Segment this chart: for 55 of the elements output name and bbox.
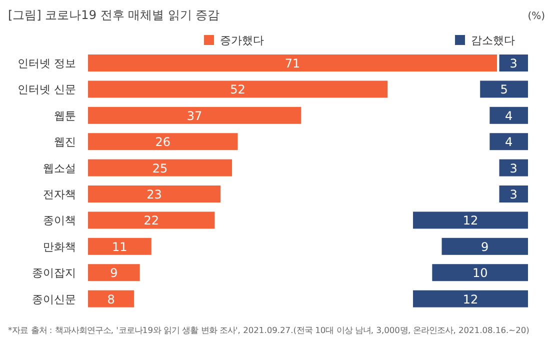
data-label: 5 — [500, 82, 508, 97]
legend-label: 감소했다 — [471, 34, 515, 47]
bar — [413, 290, 528, 308]
y-tick-label: 웹툰 — [54, 109, 76, 122]
bar — [88, 54, 497, 72]
data-label: 23 — [146, 188, 162, 202]
data-label: 25 — [152, 161, 168, 176]
bar — [442, 238, 528, 255]
data-label: 11 — [112, 240, 128, 254]
bar — [88, 186, 220, 202]
text: (%) — [528, 11, 546, 22]
y-tick-label: 만화책 — [43, 240, 76, 254]
y-tick-label: 종이잡지 — [32, 266, 76, 280]
bar — [499, 54, 528, 72]
data-label: 9 — [481, 240, 489, 254]
bar — [499, 159, 528, 176]
data-label: 3 — [510, 56, 518, 70]
data-label: 71 — [284, 56, 300, 70]
data-label: 22 — [144, 214, 160, 228]
data-label: 3 — [510, 161, 518, 176]
y-tick-label: 인터넷 정보 — [18, 57, 76, 70]
chart-title: [그림] 코로나19 전후 매체별 읽기 증감 — [8, 8, 220, 22]
data-label: 4 — [505, 108, 513, 123]
bar — [88, 212, 215, 229]
data-label: 9 — [110, 266, 118, 280]
data-label: 3 — [510, 188, 518, 202]
data-label: 52 — [230, 82, 246, 97]
data-label: 10 — [472, 266, 488, 280]
text: *자료 출처 : 책과사회연구소, '코로나19와 읽기 생활 변화 조사', 2021.09.27.(전국 10대 이상 남녀, 3,000명, 온라인조사, 2021.08.16.~20) — [8, 325, 530, 335]
bar — [88, 159, 232, 176]
y-tick-label: 전자책 — [43, 188, 76, 201]
bar — [432, 264, 528, 282]
bar — [88, 290, 134, 308]
bar — [490, 106, 528, 124]
bar — [88, 238, 152, 255]
bar — [413, 212, 528, 229]
bar — [88, 80, 388, 98]
data-label: 26 — [155, 135, 171, 150]
y-tick-label: 웹소설 — [43, 162, 76, 175]
bar — [490, 133, 528, 150]
y-tick-label: 인터넷 신문 — [18, 83, 76, 96]
bar — [499, 186, 528, 202]
data-label: 12 — [462, 214, 478, 228]
bar — [88, 106, 302, 124]
legend-label: 증가했다 — [220, 34, 264, 47]
data-label: 37 — [186, 108, 202, 123]
bar — [88, 133, 238, 150]
y-tick-label: 종이신문 — [32, 292, 76, 306]
data-label: 4 — [505, 135, 513, 150]
data-label: 8 — [107, 292, 115, 306]
bar — [88, 264, 140, 282]
y-tick-label: 종이책 — [43, 214, 76, 228]
data-label: 12 — [462, 292, 478, 306]
bar — [480, 80, 528, 98]
y-tick-label: 웹진 — [54, 136, 76, 149]
